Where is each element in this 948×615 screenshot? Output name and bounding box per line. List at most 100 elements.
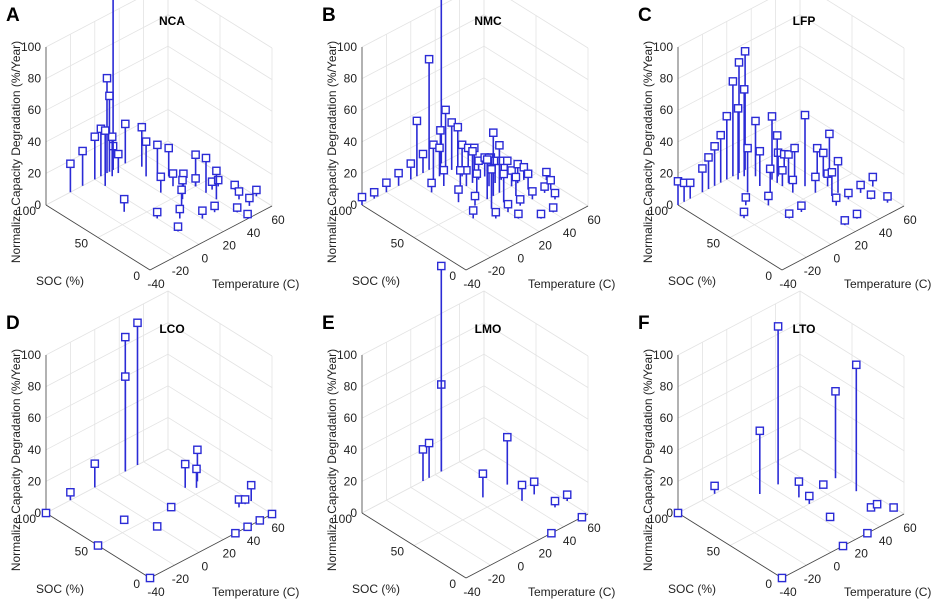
data-point [180,459,190,469]
data-point [784,150,793,159]
data-point [577,512,587,522]
data-point [107,132,117,142]
data-point [889,503,898,512]
data-point [436,261,446,271]
gridline-x [775,303,880,528]
gridline-z [677,322,905,388]
data-point [519,162,529,172]
chart-panel-b: -40-200204060050100020406080100Temperatu… [322,0,615,291]
x-tick-label: 60 [903,213,917,227]
data-point [468,206,478,215]
x-axis-label: Temperature (C) [528,277,615,291]
data-point [424,54,434,64]
data-point [406,159,416,168]
data-point [550,188,560,198]
data-point [540,182,549,191]
z-tick-label: 100 [653,348,673,362]
data-point [119,194,129,204]
data-point [198,206,207,216]
x-axis-label: Temperature (C) [844,277,931,291]
z-tick-label: 40 [660,135,674,149]
data-point [436,126,445,135]
data-point [191,150,200,160]
chart-panel-c: -40-200204060050100020406080100Temperatu… [638,0,931,291]
data-point [743,143,752,153]
gridline-y [97,323,221,546]
x-tick-label: 20 [539,239,553,253]
x-tick-label: 40 [563,534,577,548]
data-point [93,541,103,550]
x-tick-label: 0 [833,559,840,573]
y-axis [361,204,467,271]
data-point [852,209,862,219]
data-point [811,172,820,182]
z-tick-label: 0 [350,198,357,212]
data-point [755,426,765,436]
data-point [137,122,147,132]
data-point [838,541,848,551]
data-point [455,166,465,175]
chart-title: LFP [793,14,816,28]
gridline-z [677,353,905,420]
data-point [153,140,162,150]
chart-title: NMC [474,14,502,28]
data-point [453,122,463,132]
data-point [741,193,751,202]
x-tick-label: -20 [488,572,506,586]
data-point [797,201,806,210]
data-point [173,222,183,231]
z-tick-label: 40 [344,135,358,149]
x-tick-label: 20 [855,547,869,561]
data-point [673,508,683,518]
z-tick-label: 60 [28,411,42,425]
data-point [447,118,457,127]
gridline-z [361,108,589,175]
data-point [232,203,242,212]
data-point [369,187,379,197]
data-point [765,164,775,174]
data-point [41,508,51,518]
y-tick-label: 100 [332,512,352,526]
data-point [252,185,261,195]
z-tick-label: 20 [660,474,674,488]
data-point [357,192,367,202]
z-tick-label: 60 [28,103,42,117]
y-axis-label: SOC (%) [36,582,84,596]
data-point [739,85,749,94]
data-point [78,146,87,156]
chart-title: NCA [159,14,185,28]
data-point [192,464,201,474]
data-point [152,207,162,217]
data-point [478,469,488,479]
z-tick-label: 40 [28,135,42,149]
data-point [818,148,828,158]
x-tick-label: 0 [517,251,524,265]
z-tick-label: 80 [28,380,42,394]
gridline-y [45,291,169,514]
z-tick-label: 20 [28,474,42,488]
data-point [818,480,828,489]
data-point [105,91,114,101]
data-point [178,175,187,185]
y-axis-label: SOC (%) [668,582,716,596]
x-axis-label: Temperature (C) [528,585,615,599]
data-point [191,174,200,183]
x-tick-label: -40 [463,277,481,291]
chart-panel-a: -40-200204060050100020406080100Temperatu… [6,0,299,291]
z-tick-label: 0 [34,198,41,212]
z-tick-label: 60 [660,411,674,425]
data-point [499,169,509,179]
data-point [739,207,749,217]
y-axis [677,512,783,579]
gridline-z [45,385,273,452]
data-point [166,502,176,512]
data-point [840,216,850,225]
data-point [740,47,750,56]
data-point [141,137,151,146]
data-point [231,528,240,538]
panel-letter: E [322,313,335,334]
data-point [833,156,843,166]
data-point [90,459,100,469]
panel-letter: F [638,313,650,334]
